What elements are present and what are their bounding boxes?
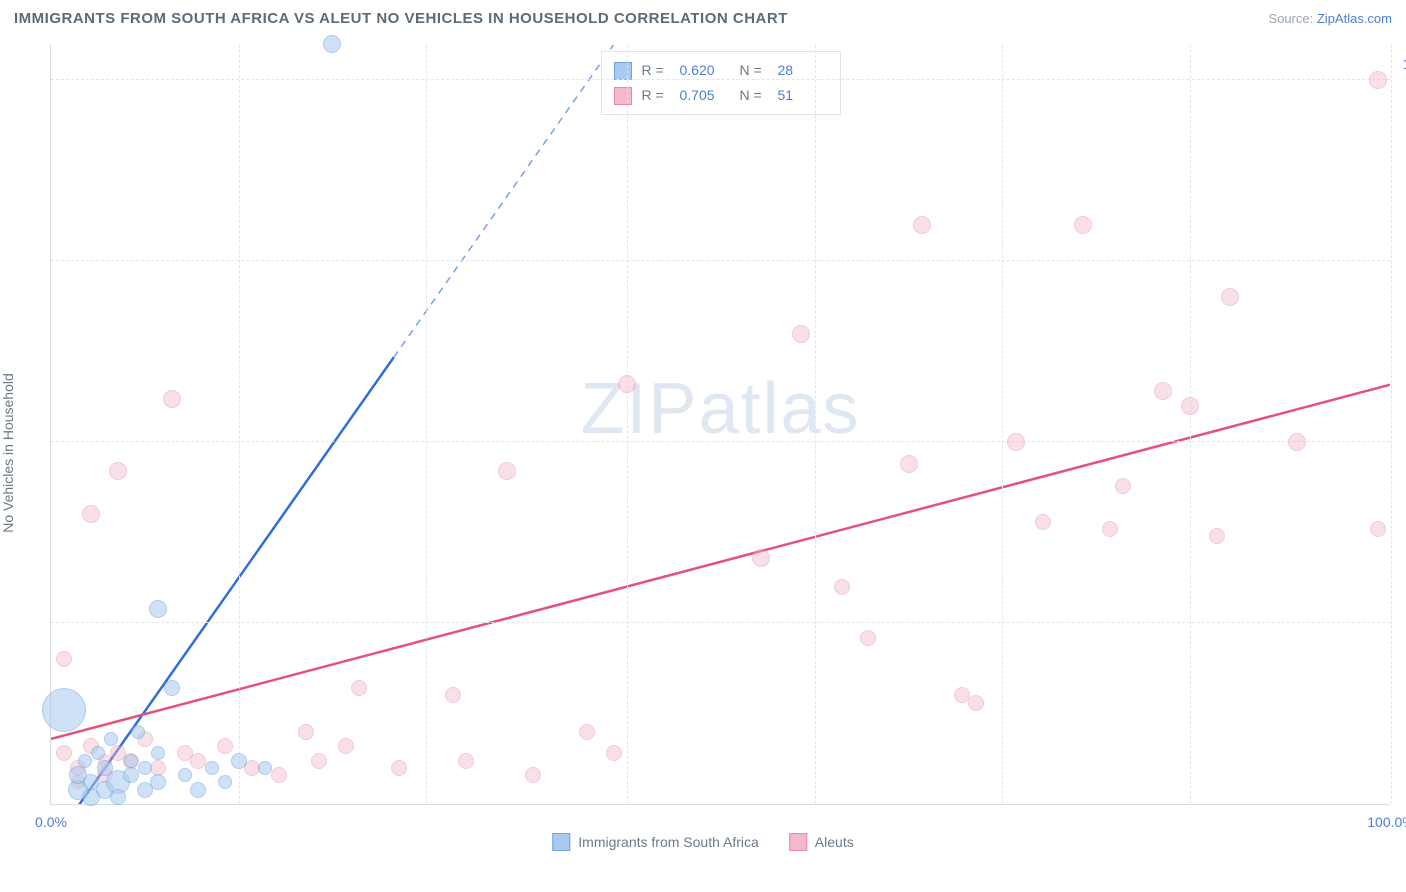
data-point <box>391 760 407 776</box>
data-point <box>110 789 126 805</box>
gridline-vertical <box>815 45 816 804</box>
y-tick-label: 100.0% <box>1403 56 1406 72</box>
gridline-vertical <box>1190 45 1191 804</box>
data-point <box>150 774 166 790</box>
gridline-vertical <box>1002 45 1003 804</box>
data-point <box>131 725 145 739</box>
gridline-vertical <box>1391 45 1392 804</box>
data-point <box>792 325 810 343</box>
legend: Immigrants from South Africa Aleuts <box>552 833 853 851</box>
stats-n-label: N = <box>740 83 768 108</box>
data-point <box>311 753 327 769</box>
data-point <box>834 579 850 595</box>
data-point <box>91 746 105 760</box>
data-point <box>78 754 92 768</box>
legend-item: Aleuts <box>789 833 854 851</box>
data-point <box>445 687 461 703</box>
data-point <box>1288 433 1306 451</box>
data-point <box>258 761 272 775</box>
data-point <box>1074 216 1092 234</box>
data-point <box>913 216 931 234</box>
data-point <box>498 462 516 480</box>
legend-label: Aleuts <box>815 834 854 850</box>
y-axis-label: No Vehicles in Household <box>0 373 16 533</box>
data-point <box>104 732 118 746</box>
gridline-vertical <box>239 45 240 804</box>
data-point <box>1221 288 1239 306</box>
data-point <box>231 753 247 769</box>
data-point <box>149 600 167 618</box>
correlation-stats-box: R =0.620N =28R =0.705N =51 <box>601 51 841 115</box>
data-point <box>163 390 181 408</box>
data-point <box>900 455 918 473</box>
data-point <box>124 754 138 768</box>
data-point <box>218 775 232 789</box>
stats-r-value: 0.705 <box>680 83 730 108</box>
header: IMMIGRANTS FROM SOUTH AFRICA VS ALEUT NO… <box>0 0 1406 35</box>
data-point <box>323 35 341 53</box>
legend-swatch <box>552 833 570 851</box>
legend-label: Immigrants from South Africa <box>578 834 759 850</box>
stats-swatch <box>614 87 632 105</box>
source-attribution: Source: ZipAtlas.com <box>1268 11 1392 26</box>
data-point <box>151 746 165 760</box>
data-point <box>138 761 152 775</box>
source-link[interactable]: ZipAtlas.com <box>1317 11 1392 26</box>
data-point <box>190 782 206 798</box>
data-point <box>178 768 192 782</box>
data-point <box>860 630 876 646</box>
data-point <box>458 753 474 769</box>
data-point <box>1007 433 1025 451</box>
data-point <box>205 761 219 775</box>
x-tick-label: 100.0% <box>1367 814 1406 830</box>
chart-area: No Vehicles in Household ZIPatlas R =0.6… <box>0 35 1406 855</box>
data-point <box>1181 397 1199 415</box>
data-point <box>109 462 127 480</box>
data-point <box>42 688 86 732</box>
data-point <box>968 695 984 711</box>
x-tick-label: 0.0% <box>35 814 67 830</box>
chart-title: IMMIGRANTS FROM SOUTH AFRICA VS ALEUT NO… <box>14 10 788 27</box>
data-point <box>525 767 541 783</box>
data-point <box>1102 521 1118 537</box>
data-point <box>1115 478 1131 494</box>
data-point <box>1369 71 1387 89</box>
data-point <box>82 505 100 523</box>
data-point <box>56 745 72 761</box>
stats-row: R = 0.705 N = 51 <box>614 83 828 108</box>
data-point <box>1370 521 1386 537</box>
legend-swatch <box>789 833 807 851</box>
gridline-vertical <box>627 45 628 804</box>
data-point <box>338 738 354 754</box>
data-point <box>56 651 72 667</box>
data-point <box>1209 528 1225 544</box>
source-label: Source: <box>1268 11 1313 26</box>
data-point <box>1154 382 1172 400</box>
data-point <box>351 680 367 696</box>
stats-r-label: R = <box>642 83 670 108</box>
legend-item: Immigrants from South Africa <box>552 833 759 851</box>
data-point <box>164 680 180 696</box>
data-point <box>123 767 139 783</box>
data-point <box>1035 514 1051 530</box>
data-point <box>298 724 314 740</box>
data-point <box>579 724 595 740</box>
data-point <box>606 745 622 761</box>
scatter-plot: ZIPatlas R =0.620N =28R =0.705N =51 25.0… <box>50 45 1390 805</box>
data-point <box>618 375 636 393</box>
data-point <box>752 549 770 567</box>
stats-n-value: 51 <box>778 83 828 108</box>
stats-swatch <box>614 62 632 80</box>
data-point <box>271 767 287 783</box>
gridline-vertical <box>426 45 427 804</box>
data-point <box>217 738 233 754</box>
